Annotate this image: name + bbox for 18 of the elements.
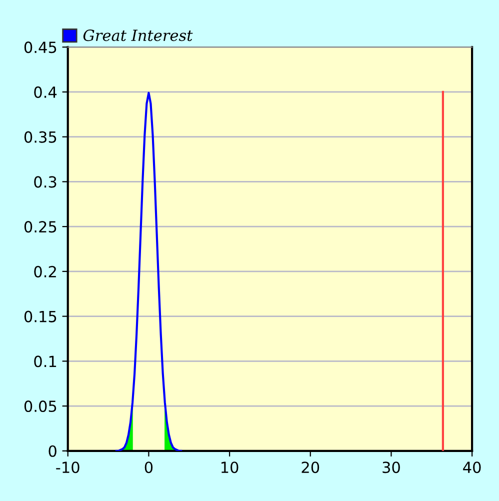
line-series <box>115 92 182 451</box>
y-tick-label: 0.35 <box>24 131 56 143</box>
x-tick-label: 20 <box>302 462 320 474</box>
y-tick-label: 0.1 <box>34 356 56 368</box>
y-tick-label: 0 <box>48 445 56 457</box>
y-tick-label: 0.4 <box>34 86 57 98</box>
y-tick-label: 0.15 <box>24 310 56 322</box>
y-tick-label: 0.45 <box>24 42 56 54</box>
x-tick-label: -10 <box>56 462 80 474</box>
x-tick-label: 10 <box>222 462 238 474</box>
y-tick-label: 0.25 <box>24 221 56 233</box>
legend-label: Great Interest <box>83 30 193 42</box>
y-tick-label: 0.3 <box>34 176 56 188</box>
x-tick-label: 40 <box>463 462 481 474</box>
x-tick-label: 30 <box>382 462 400 474</box>
x-tick-label: 0 <box>144 462 153 474</box>
y-tick-label: 0.2 <box>34 266 56 278</box>
y-tick-label: 0.05 <box>24 400 56 412</box>
